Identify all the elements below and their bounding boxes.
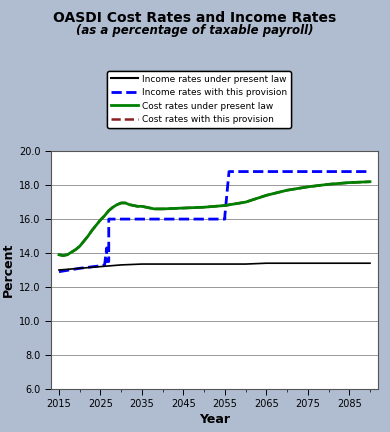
Text: (as a percentage of taxable payroll): (as a percentage of taxable payroll) (76, 24, 314, 37)
Text: OASDI Cost Rates and Income Rates: OASDI Cost Rates and Income Rates (53, 11, 337, 25)
Legend: Income rates under present law, Income rates with this provision, Cost rates und: Income rates under present law, Income r… (107, 71, 291, 128)
X-axis label: Year: Year (199, 413, 230, 426)
Y-axis label: Percent: Percent (2, 243, 14, 297)
